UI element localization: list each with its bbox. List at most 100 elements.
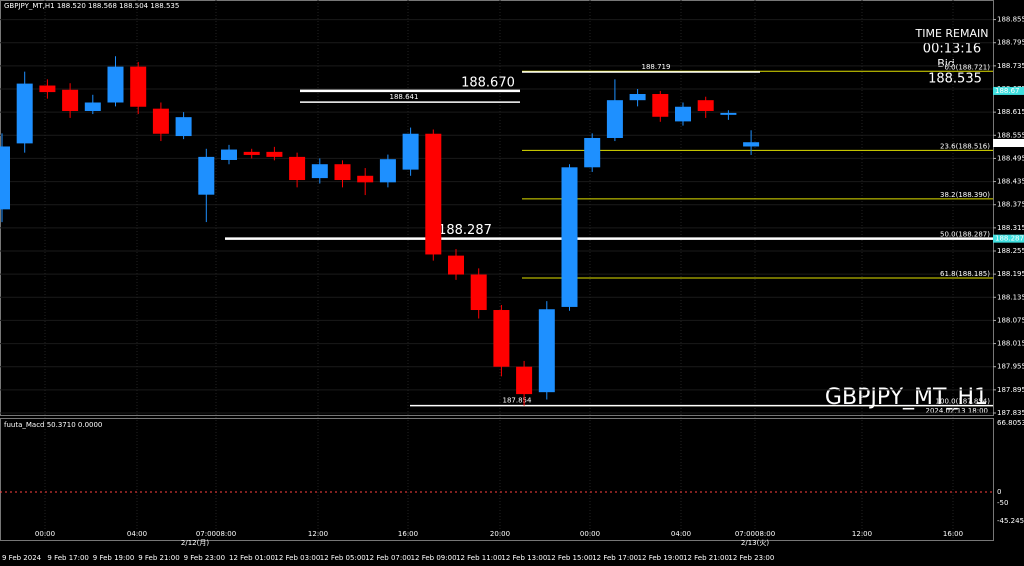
x-tick-label: 20:00 xyxy=(490,530,510,538)
candle-body xyxy=(357,175,374,183)
y-tick-label: 188.855 xyxy=(997,16,1024,24)
bid-price: 188.535 xyxy=(928,72,982,87)
y-tick-label: 188.135 xyxy=(997,293,1024,301)
y-tick-label: 188.435 xyxy=(997,178,1024,186)
x-tick-label: 00:00 xyxy=(35,530,55,538)
date-label: 9 Feb 23:00 xyxy=(184,554,225,562)
date-label: 12 Feb 15:00 xyxy=(547,554,593,562)
candle-body xyxy=(198,156,215,195)
candle-body xyxy=(516,366,533,395)
price-tag-label: 188.535 xyxy=(995,139,1024,147)
candle-body xyxy=(84,102,101,111)
candle-body xyxy=(39,85,56,93)
candle-body xyxy=(243,151,260,155)
date-label: 9 Feb 19:00 xyxy=(93,554,134,562)
price-tag xyxy=(993,86,1024,95)
candle-body xyxy=(561,167,578,307)
indicator-tick-label: 0 xyxy=(997,488,1001,496)
y-tick-label: 187.955 xyxy=(997,363,1024,371)
y-tick-label: 188.495 xyxy=(997,154,1024,162)
fib-label: 100.0(187.854) xyxy=(936,398,991,406)
candle-body xyxy=(334,164,351,181)
date-label: 9 Feb 2024 xyxy=(2,554,42,562)
fib-label: 38.2(188.390) xyxy=(940,191,990,199)
date-label: 12 Feb 21:00 xyxy=(683,554,729,562)
candle-body xyxy=(470,274,487,311)
annotation-label: 187.854 xyxy=(503,397,532,405)
candle-body xyxy=(379,159,396,183)
date-label: 12 Feb 13:00 xyxy=(501,554,547,562)
y-tick-label: 188.615 xyxy=(997,108,1024,116)
y-tick-label: 187.895 xyxy=(997,386,1024,394)
y-tick-label: 188.555 xyxy=(997,131,1024,139)
candle-body xyxy=(538,309,555,393)
date-label: 12 Feb 17:00 xyxy=(592,554,638,562)
x-tick-label: 07:0008:00 xyxy=(735,530,775,538)
date-label: 12 Feb 01:00 xyxy=(229,554,275,562)
day-label: 2/13(火) xyxy=(741,539,769,547)
x-tick-label: 04:00 xyxy=(671,530,691,538)
time-remain-label: TIME REMAIN xyxy=(915,27,989,40)
price-tag xyxy=(993,139,1024,147)
candle-body xyxy=(107,66,124,103)
candle-body xyxy=(425,133,442,255)
x-tick-label: 04:00 xyxy=(127,530,147,538)
x-tick-label: 07:0008:00 xyxy=(196,530,236,538)
candle-body xyxy=(175,117,192,137)
indicator-tick-label: -50 xyxy=(997,499,1008,507)
date-label: 12 Feb 05:00 xyxy=(320,554,366,562)
candle-body xyxy=(720,112,737,115)
watermark-time: 2024.02.13 18:00 xyxy=(926,407,988,415)
y-tick-label: 188.075 xyxy=(997,316,1024,324)
date-label: 12 Feb 23:00 xyxy=(728,554,774,562)
annotation-label: 188.287 xyxy=(438,223,492,238)
annotation-label: 188.670 xyxy=(461,75,515,90)
y-tick-label: 188.255 xyxy=(997,247,1024,255)
candle-body xyxy=(743,142,760,147)
candle-body xyxy=(675,106,691,122)
candle-body xyxy=(289,156,306,181)
price-tag-label: 188.67 xyxy=(995,87,1020,95)
date-label: 12 Feb 03:00 xyxy=(274,554,320,562)
date-label: 9 Feb 21:00 xyxy=(138,554,179,562)
candle-body xyxy=(402,133,419,170)
x-tick-label: 00:00 xyxy=(580,530,600,538)
y-tick-label: 188.315 xyxy=(997,224,1024,232)
bid-label: Bid xyxy=(937,57,955,70)
x-tick-label: 16:00 xyxy=(398,530,418,538)
y-tick-label: 188.375 xyxy=(997,201,1024,209)
candle-body xyxy=(266,151,283,157)
fib-label: 23.6(188.516) xyxy=(940,142,990,150)
candle-body xyxy=(584,137,601,168)
y-tick-label: 188.795 xyxy=(997,39,1024,47)
y-tick-label: 188.195 xyxy=(997,270,1024,278)
day-label: 2/12(月) xyxy=(181,539,209,547)
candle-body xyxy=(221,149,237,160)
fib-label: 61.8(188.185) xyxy=(940,270,990,278)
candle-body xyxy=(629,94,646,101)
indicator-title: fuuta_Macd 50.3710 0.0000 xyxy=(4,421,102,429)
candle-body xyxy=(448,255,464,275)
date-label: 12 Feb 07:00 xyxy=(365,554,411,562)
candle-body xyxy=(16,83,33,144)
date-label: 12 Feb 11:00 xyxy=(456,554,502,562)
indicator-panel xyxy=(0,418,994,541)
fib-label: 0.0(188.721) xyxy=(944,63,990,71)
price-tag-label: 188.287 xyxy=(995,235,1024,243)
candle-body xyxy=(311,164,328,179)
y-tick-label: 188.015 xyxy=(997,340,1024,348)
x-tick-label: 12:00 xyxy=(308,530,328,538)
date-label: 12 Feb 09:00 xyxy=(411,554,457,562)
candle-body xyxy=(62,89,79,111)
x-tick-label: 16:00 xyxy=(943,530,963,538)
candle-body xyxy=(130,66,147,107)
chart-title: GBPJPY_MT,H1 188.520 188.568 188.504 188… xyxy=(4,2,179,10)
candle-body xyxy=(152,108,169,134)
y-tick-label: 188.735 xyxy=(997,62,1024,70)
time-remain: 00:13:16 xyxy=(923,42,981,57)
candle-body xyxy=(606,100,623,138)
candle-body xyxy=(0,146,10,210)
candle-body xyxy=(697,100,714,111)
fib-label: 50.0(188.287) xyxy=(940,231,990,239)
